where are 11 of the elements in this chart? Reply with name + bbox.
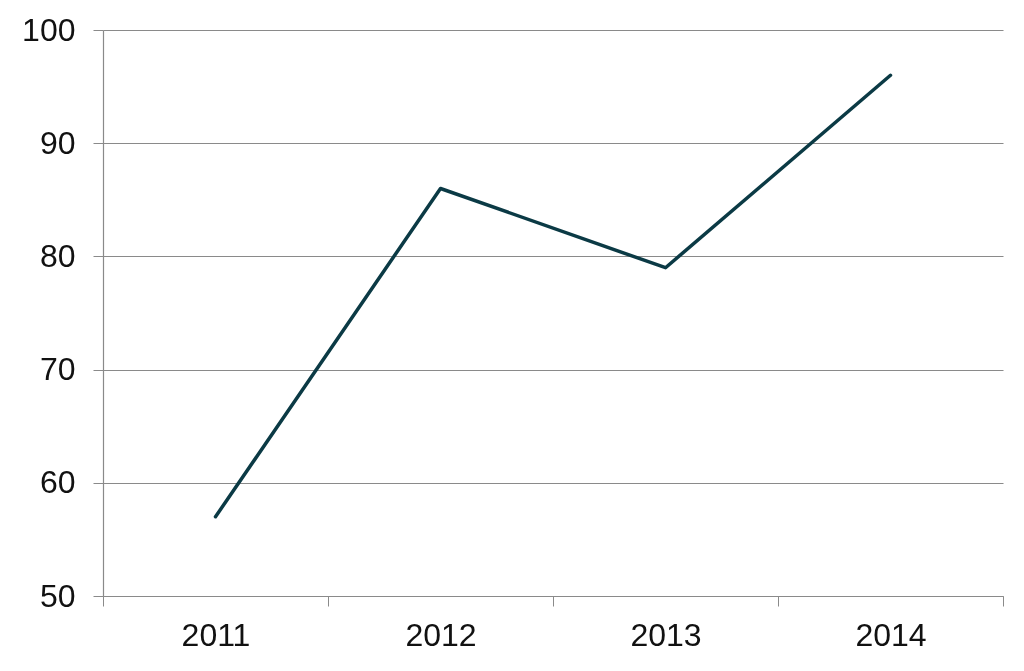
y-tick-label: 80 — [39, 237, 76, 274]
y-tick-label: 100 — [22, 11, 76, 48]
y-tick-label: 90 — [39, 124, 76, 161]
x-tick-label: 2014 — [855, 616, 927, 653]
line-series — [213, 73, 893, 519]
y-tick-label: 50 — [39, 577, 76, 614]
x-tick-label: 2013 — [630, 616, 702, 653]
x-tick-label: 2011 — [181, 616, 251, 653]
x-tick-label: 2012 — [405, 616, 477, 653]
y-tick-label: 70 — [39, 351, 76, 388]
y-tick-label: 60 — [39, 464, 76, 501]
